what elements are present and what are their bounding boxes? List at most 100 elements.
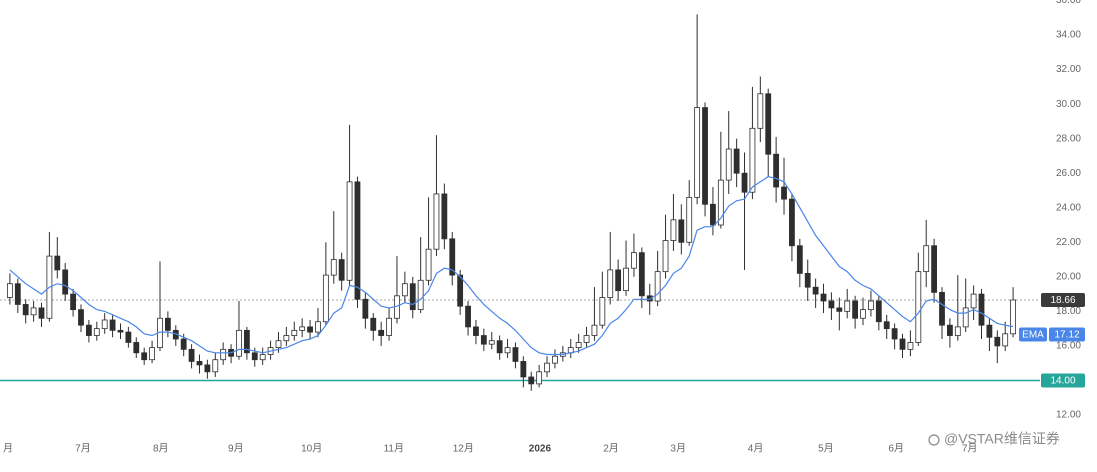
candle-body [575, 342, 582, 349]
candle-body [386, 317, 392, 336]
candle-body [125, 331, 132, 343]
candle-body [417, 279, 424, 311]
candle-body [875, 300, 882, 323]
x-tick-label: 5月 [818, 443, 834, 455]
candle-body [757, 93, 764, 129]
candle-body [907, 342, 914, 350]
candle-body [354, 181, 361, 300]
candle-body [710, 203, 716, 226]
candle-body [188, 348, 195, 362]
candle-body [789, 198, 795, 247]
candle-body [915, 271, 922, 343]
candle-body [860, 309, 866, 319]
candle-body [599, 297, 606, 326]
grid [0, 299, 1040, 382]
candle-body [607, 269, 614, 298]
candle-body [836, 307, 843, 312]
candle-body [670, 219, 677, 241]
candle-body [330, 259, 337, 276]
ema-name-box [1019, 327, 1047, 342]
candle-body [101, 319, 108, 330]
candle-body [496, 340, 503, 354]
candle-body [109, 319, 116, 331]
candle-body [488, 340, 495, 345]
last-price-box [1041, 292, 1085, 307]
candle-body [212, 359, 219, 373]
candle-body [552, 355, 558, 364]
candle-body [338, 259, 345, 281]
candle-body [939, 291, 945, 326]
candle-body [923, 245, 930, 273]
x-tick-label: 7月 [962, 443, 978, 455]
level-label-box [1041, 373, 1085, 388]
candle-body [54, 255, 61, 271]
y-tick-label: 24.00 [1056, 202, 1081, 213]
candle-body [773, 153, 780, 188]
candle-body [78, 309, 84, 326]
candle-body [117, 329, 124, 333]
x-tick-label: 2026 [529, 444, 552, 455]
y-tick-label: 30.00 [1056, 99, 1081, 110]
candle-body [322, 274, 329, 323]
candle-body [133, 342, 140, 354]
candle-body [883, 321, 890, 330]
candle-body [868, 300, 874, 311]
candle-body [480, 335, 487, 345]
candle-body [251, 352, 258, 361]
candle-body [196, 361, 203, 366]
candle-body [638, 252, 645, 297]
candle-body [812, 286, 819, 295]
candle-body [449, 238, 456, 276]
candle-body [654, 271, 661, 302]
candle-body [970, 293, 977, 309]
candle-body [370, 317, 377, 331]
candle-body [22, 304, 29, 316]
candle-body [749, 127, 756, 193]
candle-body [631, 252, 637, 269]
ema-line [9, 176, 1014, 356]
candle-body [528, 376, 535, 385]
y-tick-label: 32.00 [1056, 64, 1081, 75]
candle-body [615, 269, 622, 292]
candle-body [954, 326, 961, 336]
candle-body [259, 354, 266, 361]
labels: 12.00 14.00 16.00 18.00 20.00 22.00 24.00 26.00… [3, 0, 1085, 455]
x-tick-label: 9月 [228, 443, 244, 455]
candle-body [804, 272, 811, 288]
y-tick-label: 26.00 [1056, 168, 1081, 179]
y-tick-label: 20.00 [1056, 271, 1081, 282]
candle-body [662, 240, 669, 273]
candle-body [891, 328, 898, 340]
candle-body [425, 248, 432, 281]
candle-body [38, 307, 45, 319]
candle-body [741, 172, 748, 193]
candle-body [180, 338, 187, 350]
candle-body [544, 362, 550, 373]
candle-body [717, 179, 724, 226]
plot [6, 14, 1017, 391]
candle-body [70, 293, 76, 311]
candle-body [275, 340, 282, 349]
candle-body [694, 107, 701, 198]
candle-body [315, 321, 321, 333]
candle-body [852, 300, 859, 319]
candle-body [931, 245, 938, 293]
candle-body [623, 267, 629, 292]
watermark: @VSTAR维信证券 [928, 431, 1060, 447]
candle-body [473, 326, 479, 336]
candle-body [796, 245, 803, 274]
candle-body [702, 107, 708, 205]
candle-body [899, 338, 906, 350]
ema-value-label: 17.12 [1054, 330, 1079, 341]
x-tick-label: 8月 [153, 443, 169, 455]
candle-body [781, 186, 787, 200]
x-tick-label: 12月 [453, 443, 474, 455]
candle-body [299, 326, 306, 331]
candle-body [243, 329, 250, 354]
candle-body [441, 193, 448, 240]
candle-body [6, 283, 13, 298]
candle-body [62, 269, 69, 295]
ema-name: EMA [1022, 330, 1044, 341]
candle-body [678, 219, 685, 243]
